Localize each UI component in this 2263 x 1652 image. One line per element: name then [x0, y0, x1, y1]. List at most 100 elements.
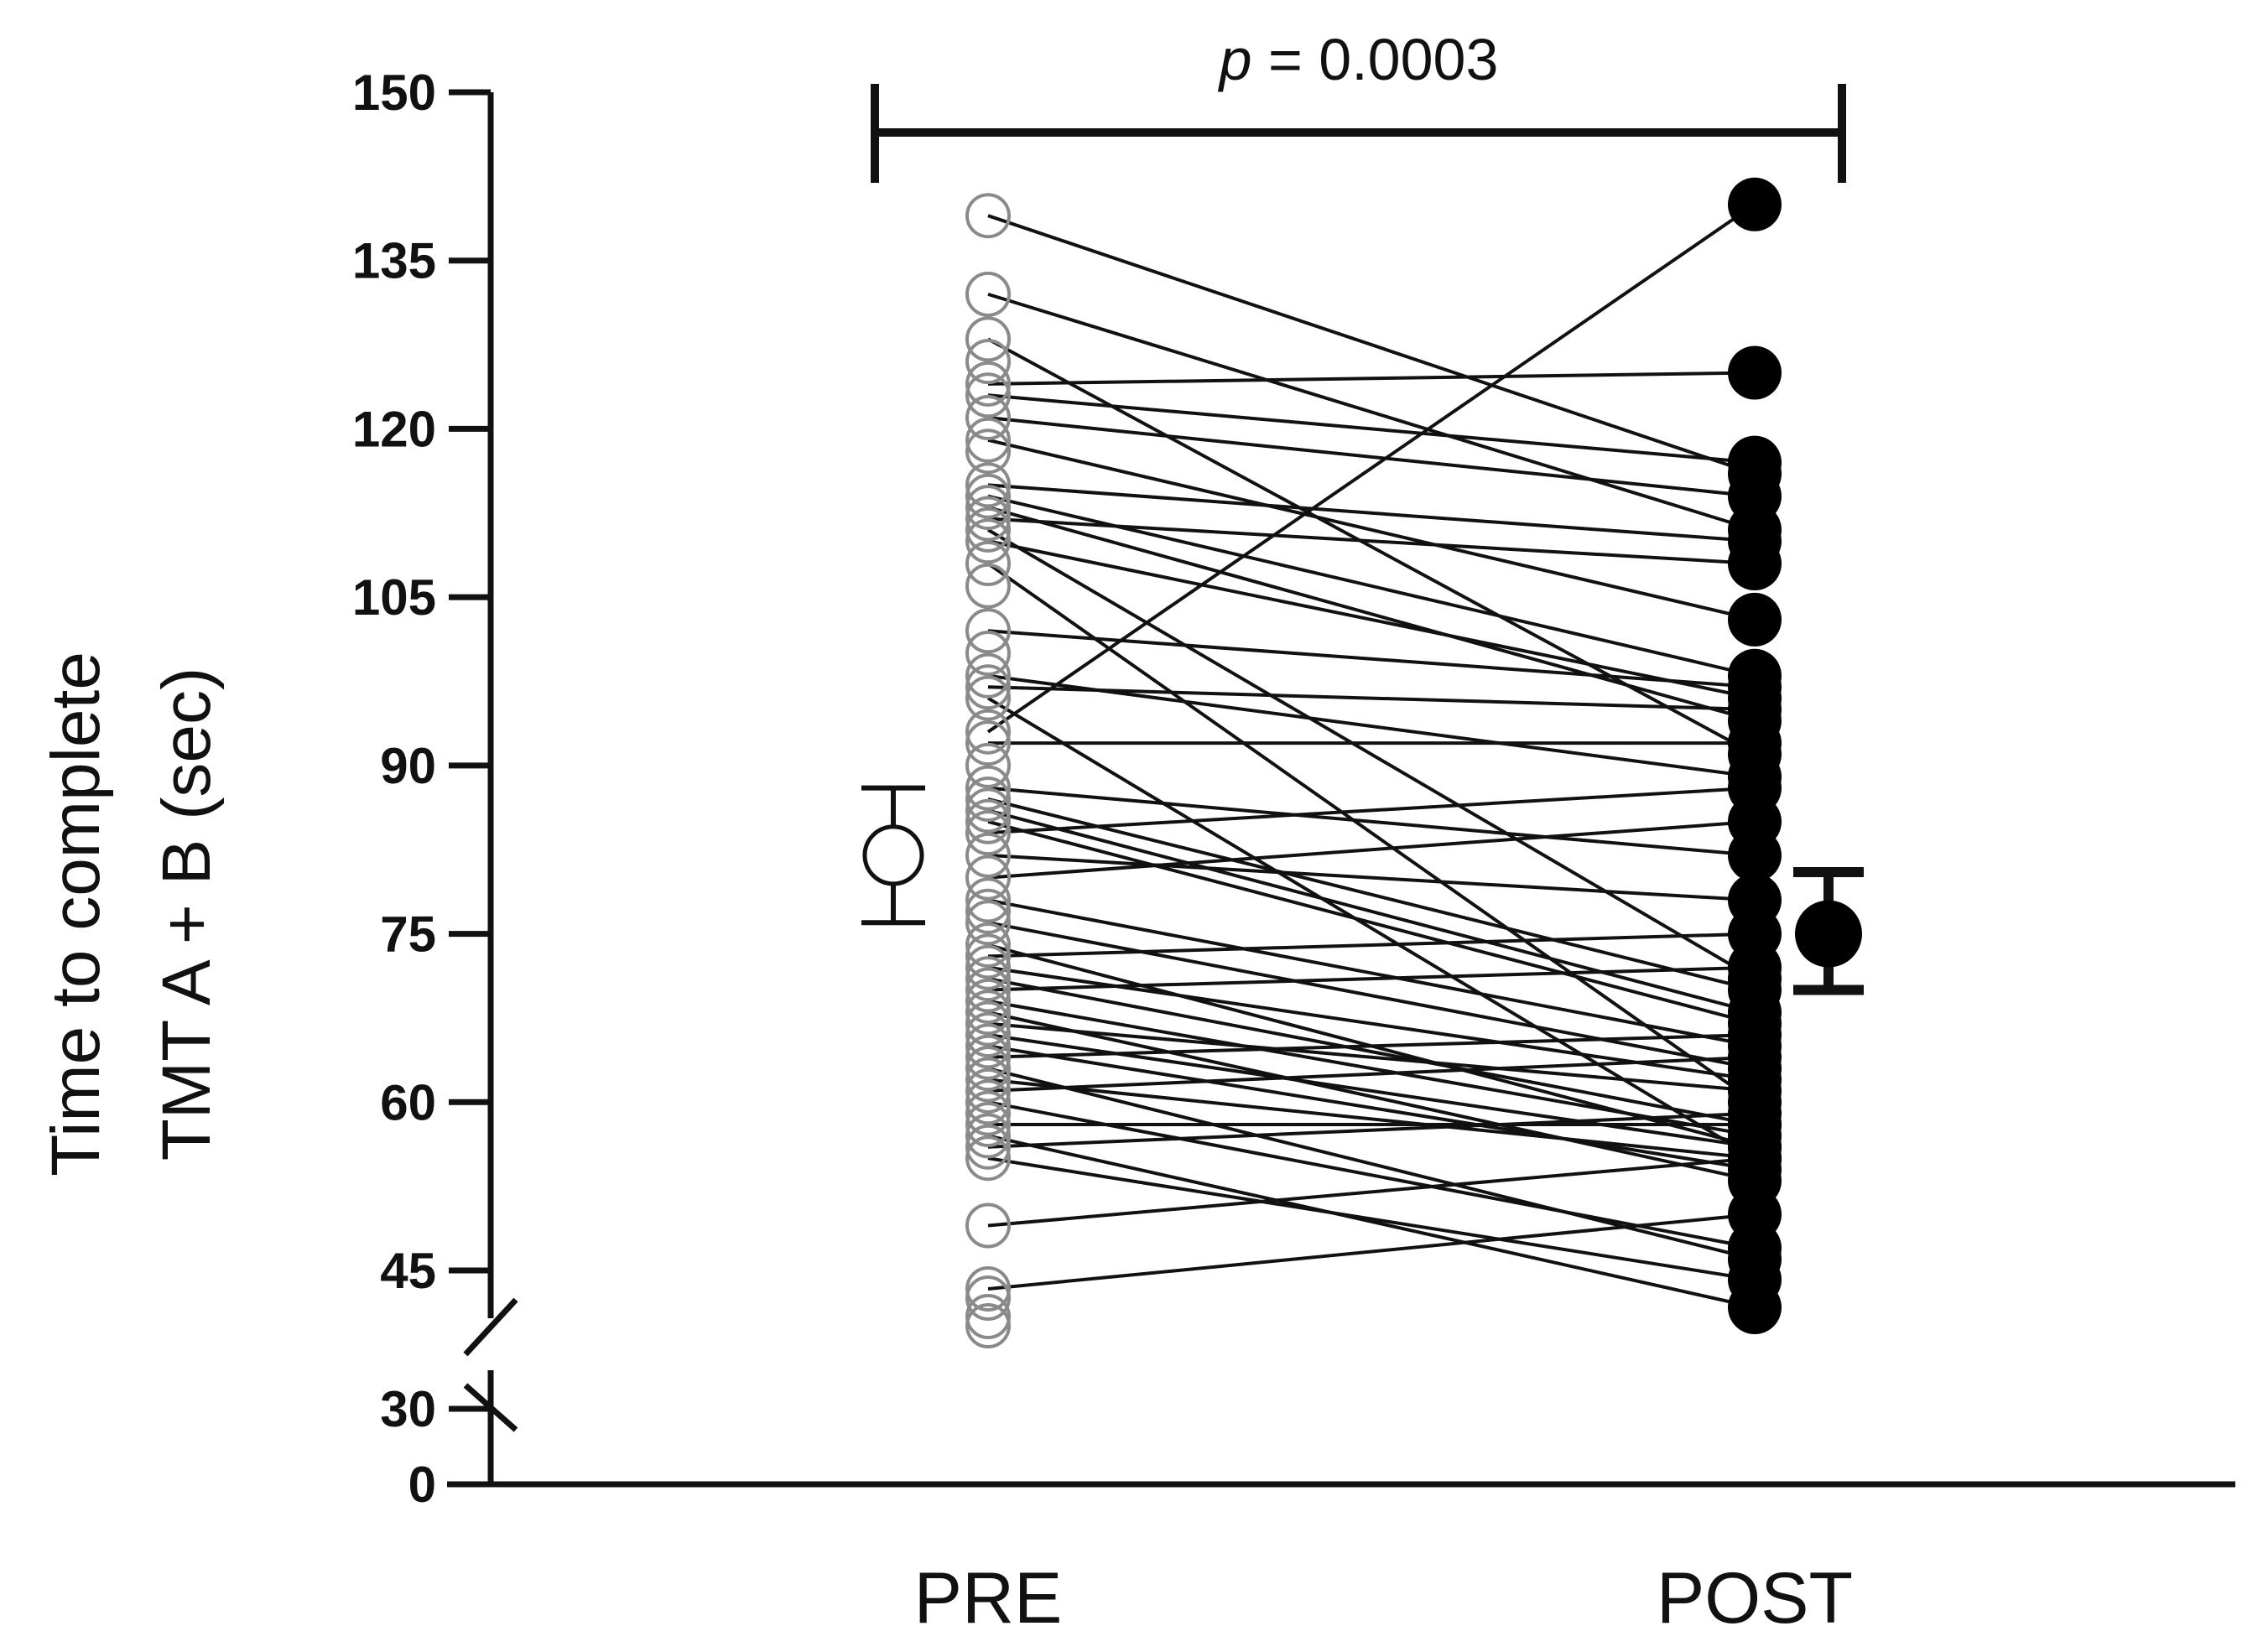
pair-line-50: [987, 1213, 1756, 1291]
pair-line-19: [986, 203, 1756, 734]
pre-point-55: [965, 429, 1011, 475]
pair-line-5: [987, 393, 1756, 465]
pre-point-56: [965, 563, 1011, 609]
pair-line-10: [987, 506, 1756, 723]
x-axis-categories: PRE POST: [914, 1558, 1854, 1639]
y-tick-label-0: 0: [408, 1457, 436, 1513]
pre-point-41: [965, 1046, 1011, 1092]
pre-point-10: [965, 485, 1011, 531]
significance-bracket: p = 0.0003: [871, 27, 1846, 183]
pair-line-44: [987, 1100, 1756, 1250]
pair-line-9: [987, 494, 1756, 678]
pre-point-45: [965, 1102, 1011, 1148]
post-point-49: [1728, 1131, 1782, 1186]
pre-point-24: [965, 798, 1011, 844]
axis-break-mark-upper: [463, 1297, 518, 1357]
y-axis-label: Time to complete TMT A + B (sec): [38, 652, 225, 1177]
category-label-pre: PRE: [914, 1558, 1063, 1639]
summary-mean-pre: [862, 824, 924, 886]
pair-line-14: [986, 562, 1756, 1104]
pair-line-43: [987, 1055, 1756, 1093]
pre-point-57: [965, 631, 1011, 677]
pre-point-51: [965, 1275, 1011, 1321]
pre-point-28: [965, 877, 1011, 923]
pre-point-4: [965, 361, 1011, 407]
pre-point-18: [965, 675, 1011, 721]
pre-point-7: [965, 417, 1011, 463]
pair-lines: [986, 203, 1756, 1309]
post-point-48: [1728, 1253, 1782, 1307]
pre-point-25: [965, 810, 1011, 856]
pre-point-54: [965, 339, 1011, 385]
pre-point-11: [965, 496, 1011, 542]
post-point-4: [1728, 345, 1782, 400]
pair-line-48: [987, 1156, 1756, 1281]
pre-point-19: [965, 709, 1011, 755]
pair-line-46: [987, 1134, 1756, 1309]
pre-point-2: [965, 271, 1011, 317]
pre-point-46: [965, 1113, 1011, 1159]
pre-point-47: [965, 1124, 1011, 1170]
pre-point-12: [965, 507, 1011, 553]
pair-line-4: [987, 371, 1756, 386]
pre-point-44: [965, 1079, 1011, 1125]
pair-line-12: [986, 528, 1756, 980]
pre-point-53: [965, 1303, 1011, 1348]
pair-line-33: [987, 977, 1756, 1127]
pre-point-13: [965, 518, 1011, 564]
pre-point-14: [965, 541, 1011, 586]
pre-point-33: [965, 956, 1011, 1002]
post-point-47: [1728, 1086, 1782, 1140]
pre-point-3: [965, 316, 1011, 362]
pre-point-60: [965, 1090, 1011, 1136]
pair-line-35: [987, 999, 1756, 1138]
pre-point-17: [965, 664, 1011, 710]
pre-point-16: [965, 652, 1011, 699]
category-label-post: POST: [1657, 1558, 1853, 1639]
pre-point-32: [965, 944, 1011, 990]
post-point-50: [1728, 1187, 1782, 1242]
y-tick-label-30: 30: [380, 1381, 436, 1437]
pre-point-29: [965, 900, 1011, 946]
pre-point-38: [965, 1012, 1011, 1057]
pair-line-11: [987, 517, 1756, 565]
pair-line-1: [987, 214, 1756, 475]
pre-points: [965, 193, 1011, 1348]
y-tick-label-45: 45: [380, 1243, 436, 1299]
pair-line-40: [987, 1033, 1756, 1059]
pair-line-27: [987, 819, 1756, 880]
pair-line-34: [987, 965, 1756, 992]
y-tick-label-60: 60: [380, 1074, 436, 1130]
pair-line-8: [987, 483, 1756, 543]
pre-point-22: [965, 777, 1011, 822]
pair-line-24: [987, 819, 1756, 1026]
summary-markers: [861, 785, 1864, 995]
pre-point-15: [965, 608, 1011, 654]
pre-point-42: [965, 1057, 1011, 1103]
pair-line-18: [986, 696, 1756, 1160]
post-point-20: [1728, 716, 1782, 771]
post-point-43: [1728, 1030, 1782, 1084]
pre-point-5: [965, 372, 1011, 418]
pair-line-47: [987, 1111, 1756, 1149]
post-point-6: [1728, 469, 1782, 523]
pre-point-30: [965, 922, 1011, 968]
ylabel-line-2: TMT A + B (sec): [148, 668, 225, 1161]
pair-line-37: [987, 1021, 1756, 1093]
pair-line-7: [987, 438, 1756, 621]
pair-line-25: [987, 786, 1756, 835]
pair-line-36: [987, 1010, 1756, 1182]
pre-point-39: [965, 1023, 1011, 1069]
post-points: [1728, 177, 1782, 1334]
axes: 0 30 45 60 75 90 105 120 135 150: [352, 65, 2235, 1513]
pre-point-59: [965, 888, 1011, 934]
pre-point-36: [965, 990, 1011, 1036]
pre-point-49: [965, 1203, 1011, 1249]
pair-line-2: [987, 292, 1756, 532]
post-point-19: [1728, 177, 1782, 231]
pair-line-29: [987, 921, 1756, 1071]
y-tick-label-120: 120: [352, 401, 436, 457]
y-tick-label-75: 75: [380, 907, 436, 963]
summary-mean-post: [1795, 900, 1862, 968]
